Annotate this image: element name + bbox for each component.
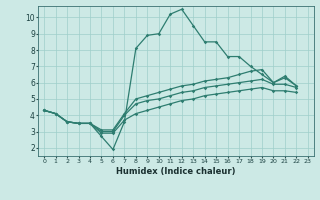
X-axis label: Humidex (Indice chaleur): Humidex (Indice chaleur)	[116, 167, 236, 176]
